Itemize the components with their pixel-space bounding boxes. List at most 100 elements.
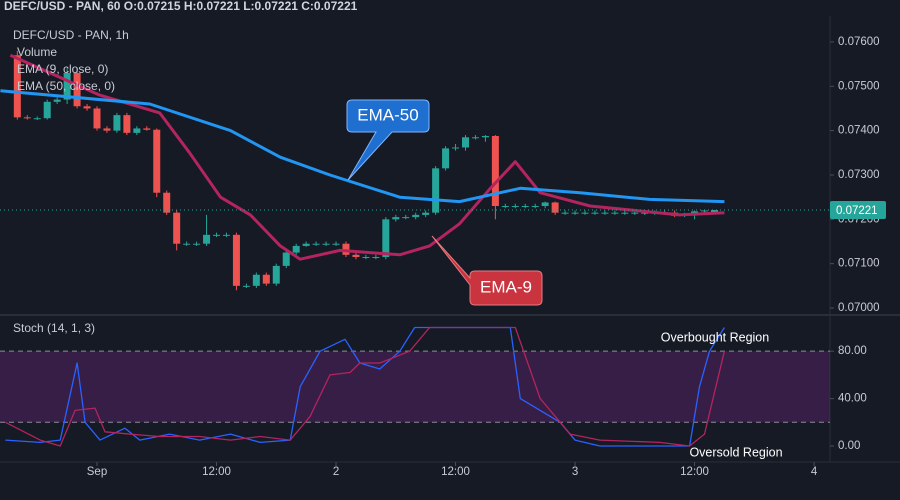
- overbought-annotation: Overbought Region: [661, 330, 769, 344]
- candle-body: [113, 115, 121, 131]
- candle-body: [471, 137, 479, 139]
- candle-body: [601, 212, 609, 214]
- last-price-box: [830, 201, 886, 220]
- candle-body: [382, 219, 390, 258]
- candle-body: [63, 72, 71, 100]
- header: DEFC/USD - PAN, 60 O:0.07215 H:0.07221 L…: [4, 0, 358, 13]
- candle-body: [432, 168, 440, 213]
- candle-body: [43, 101, 51, 119]
- candle-body: [342, 243, 350, 255]
- x-tick-label: 3: [572, 466, 578, 478]
- candle-body: [193, 243, 201, 245]
- candle-body: [33, 118, 41, 120]
- candle-body: [531, 206, 539, 208]
- candle-body: [442, 148, 450, 169]
- y-tick-label: 0.07100: [838, 258, 880, 270]
- pane-title: DEFC/USD - PAN, 1h: [13, 28, 129, 42]
- candle-body: [123, 115, 131, 133]
- candle-body: [621, 212, 629, 214]
- candle-body: [302, 243, 310, 246]
- candle-body: [222, 234, 230, 236]
- candle-body: [362, 257, 370, 259]
- plot-area: 0.076000.075000.074000.073000.072000.071…: [0, 36, 886, 478]
- candle-body: [73, 72, 81, 107]
- band-fill: [0, 351, 830, 423]
- x-tick-label: 12:00: [441, 466, 470, 478]
- oversold-annotation: Oversold Region: [689, 445, 782, 459]
- candle-body: [641, 212, 649, 214]
- candle-body: [501, 206, 509, 208]
- candle-body: [282, 252, 290, 266]
- candle-body: [701, 210, 709, 212]
- candle-body: [452, 147, 460, 149]
- candle-body: [511, 206, 519, 208]
- last-price-label: 0.07221: [836, 205, 878, 217]
- candle-body: [491, 135, 499, 207]
- candle-body: [461, 137, 469, 148]
- ema50-callout: [346, 99, 430, 181]
- candle-body: [262, 274, 270, 284]
- series-line: [9, 53, 725, 261]
- x-tick-label: 4: [811, 466, 818, 478]
- candle-body: [312, 243, 320, 245]
- candle-body: [163, 192, 171, 213]
- y-tick-label: 40.00: [838, 393, 867, 405]
- candle-body: [710, 210, 718, 213]
- y-tick-label: 0.07600: [838, 36, 880, 48]
- series-line: [0, 89, 725, 204]
- candle-body: [352, 254, 360, 258]
- candle-body: [581, 212, 589, 214]
- candle-body: [611, 212, 619, 214]
- candle-body: [322, 243, 330, 245]
- candle-body: [143, 128, 151, 130]
- candle-body: [103, 128, 111, 131]
- candle-body: [93, 108, 101, 129]
- y-tick-label: 0.00: [838, 440, 860, 452]
- candle-body: [83, 106, 91, 109]
- ema50-annotation: EMA-50: [357, 105, 418, 124]
- legend-entry: EMA (9, close, 0): [17, 62, 108, 76]
- y-tick-label: 80.00: [838, 345, 867, 357]
- candle-body: [153, 129, 161, 193]
- candle-body: [232, 234, 240, 286]
- candle-body: [541, 202, 549, 207]
- candle-body: [183, 243, 191, 245]
- candle-body: [571, 212, 579, 214]
- candle-body: [252, 274, 260, 286]
- y-tick-label: 0.07400: [838, 125, 880, 137]
- stoch-title: Stoch (14, 1, 3): [13, 321, 95, 335]
- candle-body: [292, 245, 300, 253]
- volume-label: Volume: [17, 45, 57, 59]
- candle-body: [133, 128, 141, 133]
- ema9-annotation: EMA-9: [480, 277, 532, 296]
- candle-body: [203, 234, 211, 244]
- candle-body: [631, 212, 639, 214]
- candle-body: [173, 212, 181, 244]
- x-tick-label: Sep: [87, 466, 107, 478]
- candle-body: [392, 217, 400, 220]
- candle-body: [521, 206, 529, 208]
- candle-body: [23, 117, 31, 119]
- series-line: [5, 326, 726, 447]
- candle-body: [591, 212, 599, 214]
- legend-entry: EMA (50, close, 0): [17, 79, 115, 93]
- candle-body: [372, 257, 380, 259]
- ema9-callout: [431, 235, 543, 306]
- x-tick-label: 12:00: [202, 466, 231, 478]
- candle-body: [272, 265, 280, 284]
- candle-body: [242, 285, 250, 287]
- x-tick-label: 2: [333, 466, 339, 478]
- candle-body: [402, 217, 410, 219]
- candle-body: [551, 202, 559, 213]
- y-tick-label: 0.07500: [838, 80, 880, 92]
- candle-body: [213, 234, 221, 236]
- candle-body: [561, 212, 569, 214]
- y-tick-label: 0.07000: [838, 302, 880, 314]
- candle-body: [13, 55, 21, 118]
- x-tick-label: 12:00: [680, 466, 709, 478]
- candle-body: [412, 214, 420, 218]
- series-line: [5, 326, 725, 447]
- candle-body: [332, 243, 340, 245]
